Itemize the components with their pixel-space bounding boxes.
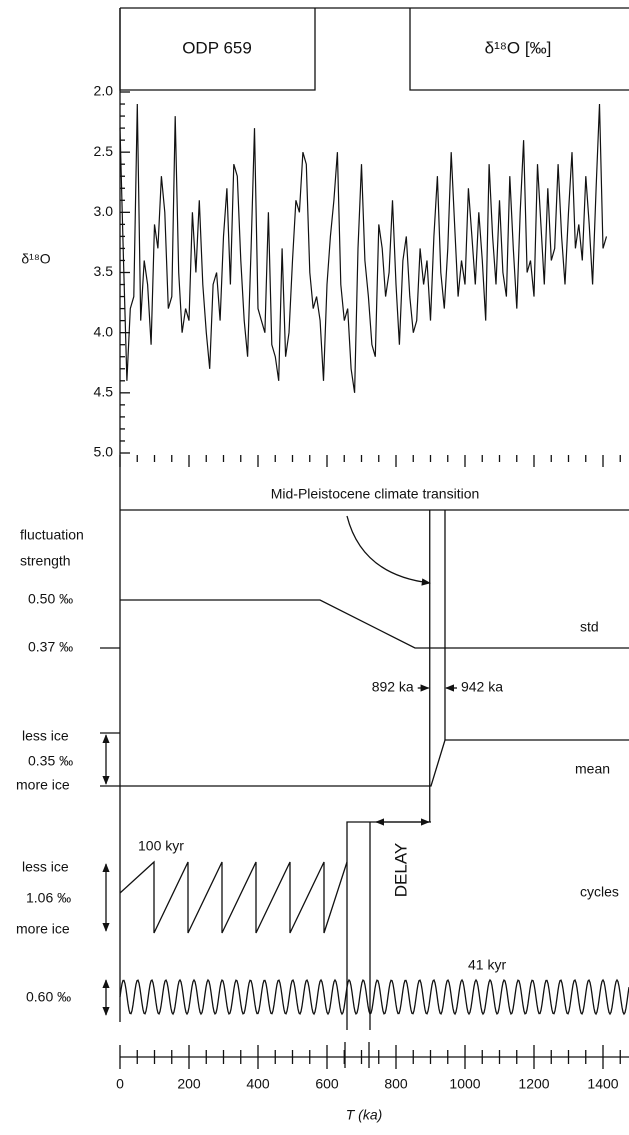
std-curve	[120, 599, 629, 649]
x-tick-label: 1000	[449, 1076, 480, 1092]
y-tick-label: 2.0	[94, 83, 114, 99]
x-axis-label: T (ka)	[346, 1107, 383, 1123]
annotation: more ice	[16, 777, 70, 793]
transition-label: 942 ka	[461, 679, 503, 695]
annotation: less ice	[22, 728, 69, 744]
transition-title: Mid-Pleistocene climate transition	[271, 486, 480, 502]
sawtooth	[119, 860, 348, 934]
annotation: fluctuation	[20, 527, 84, 543]
annotation: 100 kyr	[138, 838, 184, 854]
oscillation	[119, 978, 629, 1016]
annotation: mean	[575, 761, 610, 777]
x-tick-label: 1400	[587, 1076, 618, 1092]
x-tick-label: 1200	[518, 1076, 549, 1092]
annotation: std	[580, 619, 599, 635]
y-tick-label: 4.5	[94, 384, 114, 400]
x-tick-label: 0	[116, 1076, 124, 1092]
y-axis-label: δ¹⁸O	[21, 251, 50, 267]
y-tick-label: 3.5	[94, 263, 114, 279]
data-line	[119, 103, 608, 393]
y-tick-label: 2.5	[94, 143, 114, 159]
annotation: less ice	[22, 859, 69, 875]
y-tick-label: 3.0	[94, 203, 114, 219]
annotation: 1.06 ‰	[26, 890, 71, 906]
annotation: 0.50 ‰	[28, 591, 73, 607]
panel-unit: δ¹⁸O [‰]	[485, 38, 552, 57]
annotation: 0.37 ‰	[28, 639, 73, 655]
y-tick-label: 4.0	[94, 323, 114, 339]
mean-curve	[100, 739, 629, 787]
label-box	[409, 8, 629, 91]
x-tick-label: 200	[177, 1076, 201, 1092]
transition-label: 892 ka	[372, 679, 414, 695]
x-tick-label: 400	[246, 1076, 270, 1092]
annotation: cycles	[580, 884, 619, 900]
annotation: 0.35 ‰	[28, 753, 73, 769]
pointer	[346, 515, 431, 586]
annotation: DELAY	[391, 843, 410, 898]
y-tick-label: 5.0	[94, 444, 114, 460]
annotation: strength	[20, 553, 71, 569]
x-tick-label: 800	[384, 1076, 408, 1092]
x-tick-label: 600	[315, 1076, 339, 1092]
annotation: 0.60 ‰	[26, 989, 71, 1005]
annotation: more ice	[16, 921, 70, 937]
annotation: 41 kyr	[468, 957, 506, 973]
panel-label: ODP 659	[182, 38, 252, 57]
